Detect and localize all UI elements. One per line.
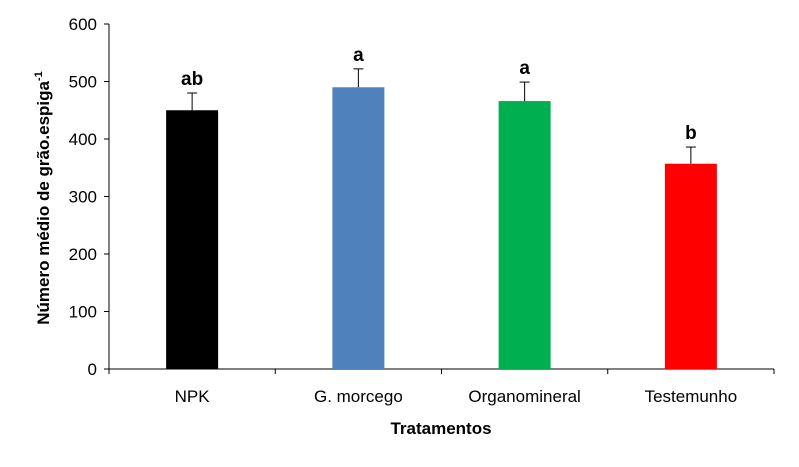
x-tick-label: NPK <box>175 387 211 406</box>
bar <box>664 163 717 369</box>
y-tick-label: 600 <box>69 15 97 34</box>
significance-label: a <box>353 45 364 66</box>
y-axis-title-superscript: -1 <box>33 71 45 81</box>
error-bars <box>187 68 696 164</box>
x-axis: NPK G. morcego Organomineral Testemunho <box>108 368 775 406</box>
y-tick-label: 200 <box>69 245 97 264</box>
x-tick-label: G. morcego <box>314 387 403 406</box>
y-tick-label: 300 <box>69 188 97 207</box>
bar <box>498 101 551 370</box>
bars <box>166 87 717 370</box>
y-tick-label: 400 <box>69 130 97 149</box>
y-tick-label: 0 <box>88 360 97 379</box>
bar <box>332 87 385 369</box>
x-tick-label: Organomineral <box>468 387 580 406</box>
significance-label: b <box>685 123 697 144</box>
y-axis: 0 100 200 300 400 500 600 <box>69 15 110 379</box>
y-axis-title-main: Número médio de grão.espiga <box>34 80 53 324</box>
y-tick-label: 100 <box>69 303 97 322</box>
significance-label: ab <box>181 69 203 90</box>
significance-label: a <box>519 58 530 79</box>
x-tick-label: Testemunho <box>645 387 738 406</box>
bar <box>166 110 219 369</box>
y-tick-label: 500 <box>69 73 97 92</box>
x-axis-title: Tratamentos <box>390 419 491 438</box>
y-axis-title: Número médio de grão.espiga-1 <box>33 71 53 325</box>
